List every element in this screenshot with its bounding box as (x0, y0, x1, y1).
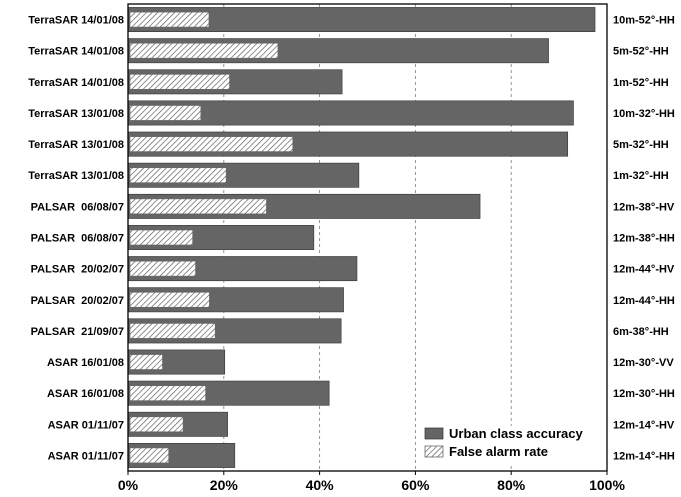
x-tick-label: 20% (210, 477, 239, 493)
mode-label: 10m-52°-HH (613, 15, 675, 27)
category-label: PALSAR 06/08/07 (31, 201, 124, 213)
false-alarm-bar (129, 167, 227, 184)
category-label: ASAR 01/11/07 (48, 450, 124, 462)
mode-label: 5m-52°-HH (613, 46, 669, 58)
x-tick-label: 60% (401, 477, 430, 493)
mode-label: 6m-38°-HH (613, 326, 669, 338)
category-label: TerraSAR 13/01/08 (28, 139, 124, 151)
false-alarm-bar (129, 198, 267, 215)
mode-label: 1m-32°-HH (613, 170, 669, 182)
false-alarm-bar (129, 291, 210, 308)
mode-label: 12m-14°-HH (613, 450, 675, 462)
category-label: ASAR 16/01/08 (47, 388, 124, 400)
category-label: TerraSAR 14/01/08 (28, 15, 124, 27)
mode-label: 12m-44°-HH (613, 295, 675, 307)
category-label: TerraSAR 13/01/08 (28, 108, 124, 120)
legend-background (420, 426, 605, 466)
mode-label: 1m-52°-HH (613, 77, 669, 89)
false-alarm-bar (129, 74, 230, 90)
false-alarm-bar (129, 416, 184, 433)
mode-label: 12m-30°-HH (613, 388, 675, 400)
category-label: PALSAR 06/08/07 (31, 233, 124, 245)
false-alarm-bar (129, 323, 216, 339)
bars-layer (127, 7, 596, 468)
false-alarm-bar (129, 447, 170, 464)
false-alarm-bar (129, 229, 193, 246)
category-label: TerraSAR 13/01/08 (28, 170, 124, 182)
mode-labels: 10m-52°-HH 5m-52°-HH 1m-52°-HH 10m-32°-HH 5m… (613, 15, 675, 463)
category-label: PALSAR 20/02/07 (31, 295, 124, 307)
accuracy-bar (127, 100, 574, 126)
legend-label-accuracy: Urban class accuracy (449, 426, 583, 441)
false-alarm-bar (129, 260, 196, 277)
legend-swatch-accuracy (424, 427, 444, 440)
x-axis-ticks: 0% 20% 40% 60% 80% 100% (118, 471, 625, 493)
x-tick-label: 0% (118, 477, 139, 493)
category-label: PALSAR 20/02/07 (31, 264, 124, 276)
category-label: ASAR 01/11/07 (48, 419, 124, 431)
mode-label: 12m-38°-HH (613, 233, 675, 245)
false-alarm-bar (129, 385, 206, 401)
false-alarm-bar (129, 42, 279, 59)
mode-label: 5m-32°-HH (613, 139, 669, 151)
legend-swatch-false-alarm (424, 445, 444, 458)
legend: Urban class accuracy False alarm rate (420, 426, 605, 466)
plot-area-frame (127, 3, 608, 472)
false-alarm-bar (129, 11, 210, 28)
mode-label: 12m-30°-VV (613, 357, 674, 369)
false-alarm-bar (129, 354, 163, 370)
category-labels: TerraSAR 14/01/08 TerraSAR 14/01/08 TerraS… (28, 15, 124, 463)
category-label: ASAR 16/01/08 (47, 357, 124, 369)
x-tick-label: 100% (589, 477, 625, 493)
category-label: PALSAR 21/09/07 (31, 326, 124, 338)
mode-label: 12m-44°-HV (613, 264, 675, 276)
false-alarm-bar (129, 105, 202, 121)
category-label: TerraSAR 14/01/08 (28, 77, 124, 89)
mode-label: 12m-38°-HV (613, 201, 675, 213)
mode-label: 10m-32°-HH (613, 108, 675, 120)
false-alarm-bar (129, 136, 294, 152)
x-tick-label: 80% (497, 477, 526, 493)
mode-label: 12m-14°-HV (613, 419, 675, 431)
category-label: TerraSAR 14/01/08 (28, 46, 124, 58)
x-tick-label: 40% (306, 477, 335, 493)
legend-label-false-alarm: False alarm rate (449, 444, 548, 459)
